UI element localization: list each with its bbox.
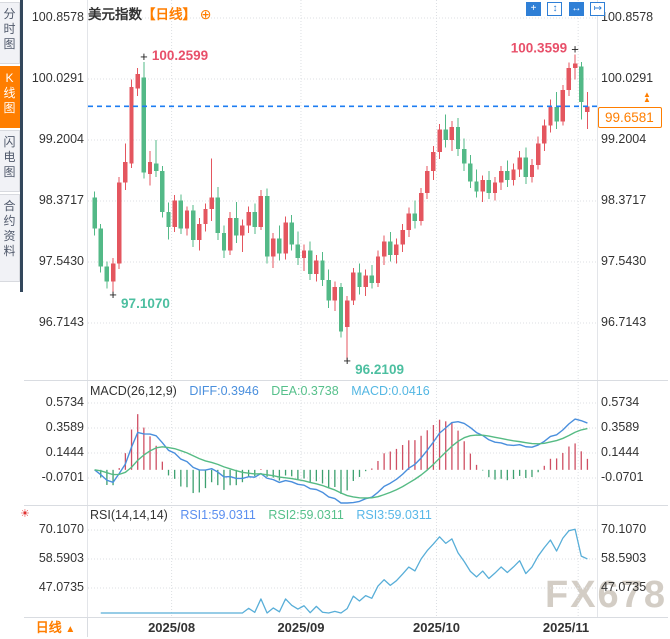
y-axis-label: 0.1444 — [45, 445, 84, 459]
y-axis-label: 99.2004 — [601, 132, 647, 146]
y-axis-label: -0.0701 — [41, 470, 84, 484]
y-axis-label: 70.1070 — [601, 522, 647, 536]
instrument-title: 美元指数 — [88, 7, 142, 22]
y-axis-label: 98.3717 — [38, 193, 84, 207]
pan-tool-icon[interactable]: + — [526, 2, 541, 16]
macd-diff-value: DIFF:0.3946 — [189, 384, 259, 398]
footer-bar — [0, 618, 670, 637]
rsi1-value: RSI1:59.0311 — [180, 508, 256, 522]
y-axis-label: 96.7143 — [38, 315, 84, 329]
macd-title: MACD(26,12,9) — [90, 384, 177, 398]
plot-right-border — [597, 0, 598, 617]
rsi-settings-icon[interactable]: ☀ — [20, 508, 30, 520]
period-selector-label: 日线 — [35, 620, 62, 635]
svg-text:+: + — [109, 287, 117, 302]
rsi-pane[interactable] — [88, 507, 597, 617]
scroll-to-latest-icon[interactable]: ↦ — [590, 2, 606, 16]
pane-separator-macd[interactable] — [24, 380, 668, 381]
chart-toolbar: + ↕ ↔ ↦ — [524, 2, 606, 20]
candlestick-pane[interactable]: +100.2599 +100.3599 +97.1070 +96.2109 — [88, 0, 597, 380]
svg-text:+: + — [343, 353, 351, 368]
chevron-up-icon: ▲ — [65, 624, 76, 635]
y-axis-label: 100.0291 — [601, 71, 654, 85]
last-price-label: 99.6581 — [598, 107, 662, 129]
svg-text:+: + — [571, 42, 579, 57]
y-axis-label: 97.5430 — [601, 254, 647, 268]
y-axis-label: 0.3589 — [45, 420, 84, 434]
low-annotation: 97.1070 — [121, 296, 170, 311]
rsi2-value: RSI2:59.0311 — [268, 508, 344, 522]
y-axis-label: 96.7143 — [601, 315, 647, 329]
sidebar-tab-lightning[interactable]: 闪电图 — [0, 130, 20, 192]
high-annotation: 100.2599 — [152, 48, 208, 63]
chart-header: 美元指数【日线】 ⊕ — [88, 3, 212, 23]
plot-left-border — [87, 0, 88, 617]
pane-separator-rsi[interactable] — [24, 505, 668, 506]
watermark: FX678 — [545, 574, 667, 616]
y-axis-label: 99.2004 — [38, 132, 84, 146]
y-axis-label: 47.0735 — [38, 580, 84, 594]
x-axis-date-label: 2025/08 — [148, 620, 196, 635]
price-up-arrows-icon: ▲ ▲ — [643, 90, 651, 104]
fit-horizontal-icon[interactable]: ↔ — [568, 2, 584, 16]
y-axis-label: 58.5903 — [601, 550, 647, 565]
high-annotation: 100.3599 — [511, 41, 567, 56]
rsi3-value: RSI3:59.0311 — [356, 508, 432, 522]
rsi-title: RSI(14,14,14) — [90, 508, 168, 522]
y-axis-label: 98.3717 — [601, 193, 647, 207]
macd-macd-value: MACD:0.0416 — [351, 384, 430, 398]
y-axis-label: 0.1444 — [601, 445, 640, 459]
x-axis-date-label: 2025/11 — [542, 620, 590, 635]
macd-dea-value: DEA:0.3738 — [271, 384, 339, 398]
sidebar-tab-contract-info[interactable]: 合约资料 — [0, 194, 20, 282]
x-axis-date-label: 2025/09 — [277, 620, 325, 635]
period-selector-button[interactable]: 日线 ▲ — [24, 618, 88, 637]
sidebar-tab-timeline[interactable]: 分时图 — [0, 2, 20, 64]
y-axis-label: 58.5903 — [38, 550, 84, 565]
low-annotation: 96.2109 — [355, 362, 404, 377]
y-axis-label: 100.0291 — [31, 71, 84, 85]
y-axis-label: 100.8578 — [31, 10, 84, 24]
y-axis-label: 97.5430 — [38, 254, 84, 268]
macd-header: MACD(26,12,9) DIFF:0.3946 DEA:0.3738 MAC… — [90, 384, 439, 398]
x-axis-date-label: 2025/10 — [412, 620, 460, 635]
rsi-header: RSI(14,14,14) RSI1:59.0311 RSI2:59.0311 … — [90, 508, 441, 522]
y-axis-label: -0.0701 — [601, 470, 644, 484]
y-axis-label: 0.3589 — [601, 420, 640, 434]
y-axis-label: 70.1070 — [38, 522, 84, 536]
y-axis-label: 100.8578 — [601, 10, 654, 24]
svg-text:+: + — [140, 49, 148, 64]
period-tag: 【日线】 — [142, 7, 196, 22]
y-axis-label: 47.0735 — [601, 580, 647, 594]
sidebar-divider — [20, 0, 23, 292]
macd-pane[interactable] — [88, 382, 597, 505]
footer-separator — [24, 617, 668, 618]
fit-vertical-icon[interactable]: ↕ — [547, 2, 563, 16]
add-indicator-icon[interactable]: ⊕ — [199, 6, 212, 22]
sidebar-tab-candlestick[interactable]: K线图 — [0, 66, 20, 128]
y-axis-label: 0.5734 — [45, 395, 84, 409]
y-axis-label: 0.5734 — [601, 395, 640, 409]
